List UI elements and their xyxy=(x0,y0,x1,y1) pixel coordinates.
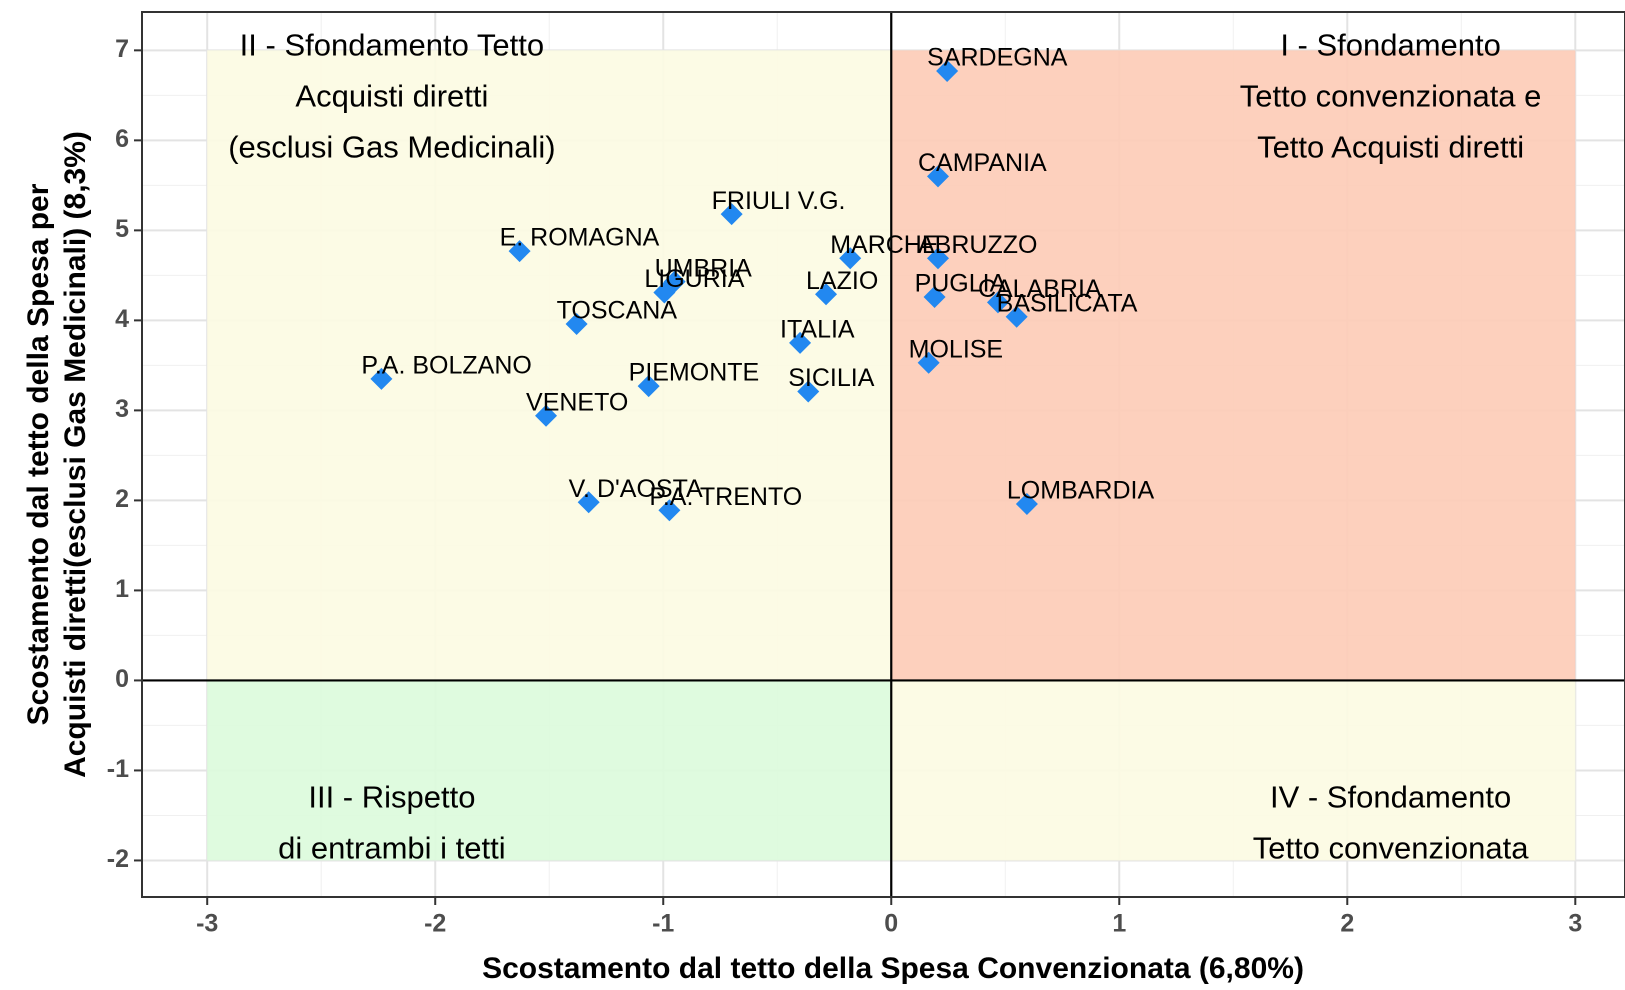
point xyxy=(986,291,1009,314)
point-label: P.A. BOLZANO xyxy=(361,351,531,379)
point xyxy=(535,404,558,427)
quadrant-label: I - Sfondamento xyxy=(1280,28,1501,63)
point-label: CAMPANIA xyxy=(918,149,1047,177)
point-label: LAZIO xyxy=(806,267,878,295)
point-label: P.A. TRENTO xyxy=(649,483,802,511)
point xyxy=(923,285,946,308)
point-label: E. ROMAGNA xyxy=(500,224,660,252)
point xyxy=(936,60,959,83)
x-tick-label: -1 xyxy=(652,910,674,938)
quadrant xyxy=(891,50,1576,681)
point-label: CALABRIA xyxy=(978,275,1102,303)
point-label: ABRUZZO xyxy=(918,231,1037,259)
point xyxy=(839,247,862,270)
y-tick-label: 3 xyxy=(115,395,129,423)
point xyxy=(637,375,660,398)
point xyxy=(789,331,812,354)
point-label: PUGLIA xyxy=(915,270,1007,298)
point xyxy=(917,351,940,374)
y-tick-label: 0 xyxy=(115,665,129,693)
point xyxy=(653,281,676,304)
y-tick-label: -2 xyxy=(107,845,129,873)
point-label: MOLISE xyxy=(909,335,1003,363)
quadrant-label: III - Rispetto xyxy=(308,780,475,815)
point-label: SARDEGNA xyxy=(927,44,1068,72)
point-label: ITALIA xyxy=(780,315,855,343)
x-tick-label: -2 xyxy=(424,910,446,938)
y-axis-title: Scostamento dal tetto della Spesa per Acq… xyxy=(22,131,92,778)
point-label: MARCHE xyxy=(830,231,938,259)
y-axis-title-line: Acquisti diretti(esclusi Gas Medicinali)… xyxy=(59,131,92,778)
quadrant-label: Tetto convenzionata xyxy=(1253,831,1530,866)
point xyxy=(1005,305,1028,328)
point xyxy=(565,312,588,335)
quadrant-label: (esclusi Gas Medicinali) xyxy=(228,130,555,165)
x-tick-label: -3 xyxy=(196,910,218,938)
point xyxy=(370,367,393,390)
point-label: TOSCANA xyxy=(557,297,678,325)
quadrant-label: Tetto convenzionata e xyxy=(1240,79,1542,114)
point-label: SICILIA xyxy=(788,364,874,392)
y-tick-label: 7 xyxy=(115,35,129,63)
quadrant-label: II - Sfondamento Tetto xyxy=(240,28,544,63)
x-tick-label: 0 xyxy=(884,910,898,938)
point-label: VENETO xyxy=(526,388,628,416)
x-tick-label: 3 xyxy=(1568,910,1582,938)
point xyxy=(926,247,949,270)
point xyxy=(1015,493,1038,516)
point xyxy=(926,165,949,188)
point xyxy=(658,499,681,522)
point-label: PIEMONTE xyxy=(629,359,760,387)
y-tick-label: 6 xyxy=(115,125,129,153)
panel-border xyxy=(141,11,1625,898)
y-tick-label: 2 xyxy=(115,485,129,513)
point-label: LOMBARDIA xyxy=(1007,477,1155,505)
y-axis-title-line: Scostamento dal tetto della Spesa per xyxy=(22,183,55,725)
point-label: UMBRIA xyxy=(655,254,753,282)
point-label: V. D'AOSTA xyxy=(569,475,703,503)
quadrant xyxy=(891,680,1576,861)
point xyxy=(508,240,531,263)
x-tick-label: 2 xyxy=(1340,910,1354,938)
quadrant-label: di entrambi i tetti xyxy=(278,831,505,866)
point xyxy=(815,283,838,306)
y-tick-label: 4 xyxy=(115,305,129,333)
point-label: FRIULI V.G. xyxy=(712,187,846,215)
quadrant-label: IV - Sfondamento xyxy=(1270,780,1511,815)
point xyxy=(797,380,820,403)
point-label: BASILICATA xyxy=(997,289,1138,317)
point xyxy=(577,491,600,514)
x-tick-label: 1 xyxy=(1112,910,1126,938)
quadrant xyxy=(207,50,892,681)
y-tick-label: 5 xyxy=(115,215,129,243)
quadrant-label: Acquisti diretti xyxy=(295,79,488,114)
y-tick-label: 1 xyxy=(115,575,129,603)
point-label: LIGURIA xyxy=(644,265,744,293)
quadrant-label: Tetto Acquisti diretti xyxy=(1257,130,1524,165)
x-axis-title: Scostamento dal tetto della Spesa Conven… xyxy=(482,952,1304,985)
y-tick-label: -1 xyxy=(107,755,129,783)
quadrant xyxy=(207,680,892,861)
point xyxy=(720,203,743,226)
